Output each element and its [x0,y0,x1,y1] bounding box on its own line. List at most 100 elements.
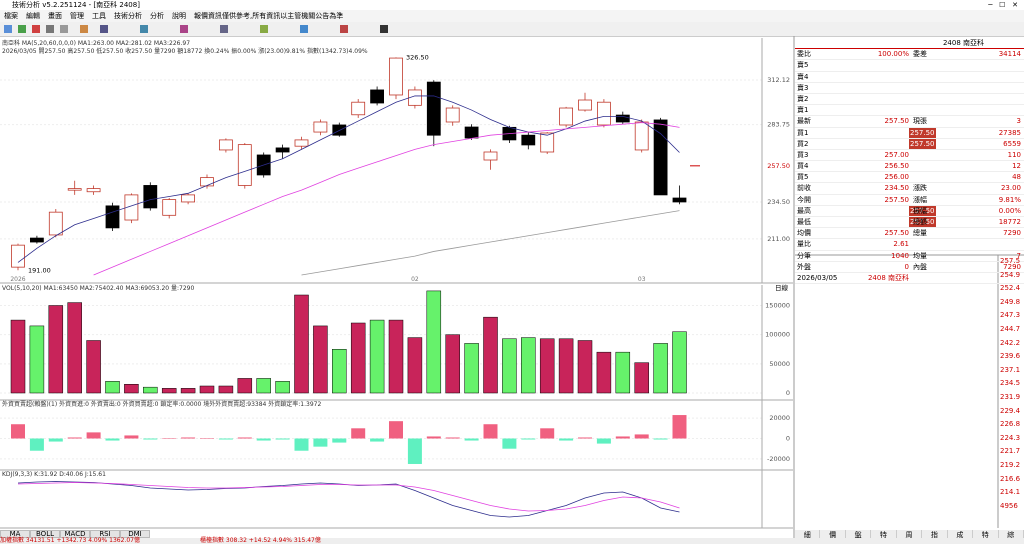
foreign-bar [162,438,177,439]
indicator-tab[interactable]: MACD [60,530,90,538]
quote-cell: 3 [1016,117,1021,126]
indicator-tab[interactable]: DMI [120,530,150,538]
foreign-bar [653,438,668,440]
quote-cell: 總額 [913,218,927,226]
tool-icon[interactable] [380,25,388,33]
volume-bar [445,334,460,394]
status-bar: 加權指數 34131.51 +1342.73 4.09% 1362.07億 櫃檯指… [0,538,1024,544]
x-tick-label: 03 [638,276,646,283]
foreign-bar [426,436,441,439]
indicator-tab[interactable]: MA [0,530,30,538]
volume-bar [161,388,177,394]
quote-tab[interactable]: 綜 [999,530,1024,540]
quote-cell: 賣1 [797,106,809,115]
tool-icon[interactable] [18,25,26,33]
quote-cell: 現張 [913,117,927,126]
quote-tab[interactable]: 特 [871,530,897,540]
foreign-bar [48,438,63,442]
quote-row: 今開 257.50 漲幅 9.81% [795,195,1024,206]
quote-cell: 委比 [797,50,811,59]
foreign-bar [181,437,196,439]
quote-tab[interactable]: 盤 [846,530,872,540]
menu-item[interactable]: 技術分析 [114,12,142,20]
quote-row: 量比 2.61 [795,239,1024,251]
menu-item[interactable]: 檔案 [4,12,18,20]
quote-cell: 漲幅 [913,195,927,204]
quote-tab[interactable]: 價 [820,530,846,540]
indicator-line [301,210,680,276]
candle-body [218,139,233,151]
foreign-bar [105,438,120,441]
menu-item[interactable]: 分析 [150,12,164,20]
quote-tab[interactable]: 周 [897,530,923,540]
volume-bar [199,385,215,394]
tool-icon[interactable] [180,25,188,33]
quote-row: 買2 257.50 6559 [795,138,1024,150]
menu-item[interactable]: 管理 [70,12,84,20]
volume-bar [558,338,574,394]
quote-tab[interactable]: 特 [973,530,999,540]
quote-tab[interactable]: 細 [795,530,821,540]
foreign-bar [672,415,687,439]
quote-tab[interactable]: 指 [922,530,948,540]
menu-item[interactable]: 說明 [172,12,186,20]
tool-icon[interactable] [220,25,228,33]
quote-cell: 最低 [797,218,811,226]
quote-cell: 257.50 [884,117,910,126]
quote-cell: 均量 [913,251,927,260]
volume-bar [124,384,139,394]
tool-icon[interactable] [80,25,88,33]
mini-axis-label: 257.5 [1000,257,1021,265]
tool-icon[interactable] [340,25,348,33]
tool-icon[interactable] [100,25,108,33]
quote-row: 賣4 [795,72,1024,83]
tool-icon[interactable] [300,25,308,33]
mini-axis-label: 249.8 [1000,297,1021,306]
quote-row: 賣5 [795,60,1024,72]
quote-cell: 257.50 [884,229,910,238]
mini-axis-label: 234.5 [1000,379,1021,388]
volume-bar [29,325,45,394]
foreign-bar [67,437,82,439]
quote-row: 均價 257.50 總量 7290 [795,228,1024,240]
foreign-bar [11,424,25,439]
foreign-bar [124,435,139,439]
quote-tab[interactable]: 成 [948,530,974,540]
candle-body [124,194,139,221]
menu-item[interactable]: 工具 [92,12,106,20]
indicator-line [17,482,680,512]
candle-body [143,185,158,209]
tool-icon[interactable] [32,25,40,33]
mini-axis-label: 226.8 [1000,420,1021,429]
tool-icon[interactable] [60,25,68,33]
mini-axis-label: 239.6 [1000,352,1021,361]
quote-row: 2026/03/05 2408 南亞科 [795,273,1024,285]
volume-bar [67,302,82,394]
indicator-tab[interactable]: RSI [90,530,120,538]
menu-item[interactable]: 畫面 [48,12,62,20]
y-tick-label: 100000 [765,331,790,339]
mini-axis-label: 216.6 [1000,474,1021,483]
mini-axis-label: 229.4 [1000,406,1021,415]
mini-axis-label: 224.3 [1000,433,1021,442]
candle-body [105,205,120,229]
tool-icon[interactable] [140,25,148,33]
tool-icon[interactable] [260,25,268,33]
toolbar [0,22,1024,37]
tool-icon[interactable] [46,25,54,33]
tool-icon[interactable] [4,25,12,33]
y-tick-label: 0 [786,389,790,397]
window-controls[interactable]: ─ ☐ ✕ [988,1,1018,9]
mini-axis-label: 252.4 [1000,284,1021,293]
period-label: 日線 [775,283,789,292]
quote-cell: 內盤 [913,262,927,271]
indicator-tab[interactable]: BOLL [30,530,60,538]
quote-cell: 買2 [797,139,809,148]
foreign-bar [86,432,101,439]
quote-cell: 振幅 [913,206,927,215]
y-tick-label: 150000 [765,302,790,310]
foreign-bar [389,421,403,439]
quote-cell: 買1 [797,128,809,137]
menu-item[interactable]: 編輯 [26,12,40,20]
y-tick-label: -20000 [767,455,790,463]
